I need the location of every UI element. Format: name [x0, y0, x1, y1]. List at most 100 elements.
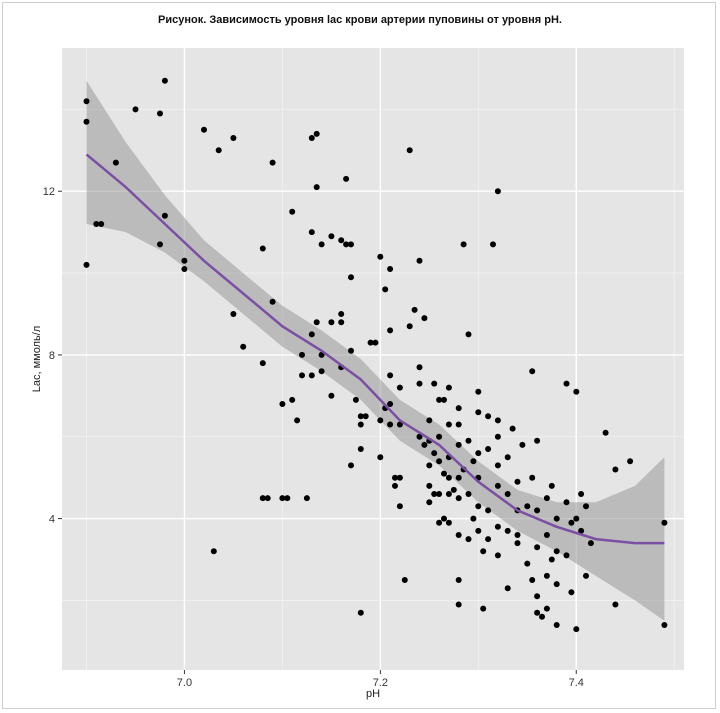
plot-panel [62, 48, 684, 670]
data-point [357, 446, 364, 452]
data-point [328, 233, 335, 240]
data-point [426, 462, 433, 469]
data-point [470, 515, 477, 522]
data-point [215, 147, 222, 154]
data-point [524, 503, 531, 510]
data-point [157, 241, 163, 248]
data-point [401, 577, 408, 583]
data-point [387, 327, 394, 334]
data-point [445, 421, 452, 428]
y-tick-label: 4 [49, 514, 55, 526]
data-point [181, 266, 188, 272]
data-point [494, 462, 501, 469]
data-point [543, 532, 550, 538]
data-point [308, 229, 315, 236]
data-point [421, 315, 428, 322]
data-point [436, 458, 443, 465]
data-point [352, 396, 359, 403]
data-point [529, 577, 536, 583]
data-point [308, 331, 315, 338]
data-point [573, 515, 580, 522]
data-point [299, 372, 305, 379]
data-point [387, 401, 394, 407]
data-point [563, 380, 570, 387]
data-point [441, 396, 447, 403]
data-point [343, 241, 350, 248]
data-point [348, 241, 354, 248]
data-point [455, 421, 462, 428]
data-point [490, 241, 496, 248]
y-tick-label: 12 [43, 186, 55, 198]
data-point [485, 413, 492, 420]
data-point [431, 380, 438, 387]
x-axis-title: pH [366, 688, 380, 700]
data-point [303, 495, 310, 502]
data-point [494, 523, 501, 530]
data-point [445, 519, 452, 526]
data-point [455, 441, 462, 448]
data-point [289, 396, 296, 403]
data-point [436, 396, 443, 403]
data-point [470, 458, 477, 465]
data-point [485, 536, 492, 543]
data-point [465, 491, 472, 497]
data-point [308, 135, 315, 141]
data-point [328, 392, 335, 399]
data-point [372, 339, 379, 346]
data-point [539, 613, 545, 620]
data-point [543, 495, 550, 502]
smooth-line [85, 153, 665, 545]
data-point [426, 482, 433, 489]
data-point [406, 323, 413, 330]
data-point [494, 482, 501, 489]
data-point [553, 581, 560, 588]
data-point [573, 626, 580, 633]
data-point [279, 495, 286, 502]
data-point [313, 184, 320, 191]
data-point [426, 417, 433, 424]
data-point [269, 298, 276, 305]
data-point [485, 446, 492, 452]
data-point [348, 274, 354, 281]
data-point [455, 532, 462, 538]
data-point [230, 135, 237, 141]
data-point [308, 372, 315, 379]
data-point [284, 495, 291, 502]
data-point [548, 556, 555, 563]
data-point [279, 401, 286, 407]
data-point [494, 433, 501, 440]
data-point [392, 474, 398, 481]
data-point [201, 126, 207, 133]
data-point [382, 286, 389, 293]
data-point [387, 372, 394, 379]
data-point [362, 413, 369, 420]
data-point [377, 454, 384, 461]
data-point [132, 106, 139, 113]
grid-layer [62, 48, 684, 670]
data-point [436, 433, 443, 440]
data-point [553, 515, 560, 522]
data-point [475, 503, 482, 510]
data-point [387, 266, 394, 272]
data-point [455, 405, 462, 412]
data-point [583, 503, 589, 510]
data-point [534, 507, 541, 514]
data-point [441, 470, 447, 477]
y-ticks: 4 8 12 [43, 186, 62, 526]
data-point [259, 360, 266, 367]
data-point [396, 503, 403, 510]
data-point [445, 384, 452, 391]
data-point [230, 311, 237, 317]
data-point [343, 175, 350, 182]
data-point [264, 495, 271, 502]
data-point [480, 548, 487, 555]
data-point [377, 417, 384, 424]
data-point [367, 339, 374, 346]
data-point [83, 98, 90, 105]
data-point [259, 245, 266, 252]
data-point [602, 429, 609, 436]
points-layer [83, 77, 668, 633]
data-point [494, 552, 501, 559]
